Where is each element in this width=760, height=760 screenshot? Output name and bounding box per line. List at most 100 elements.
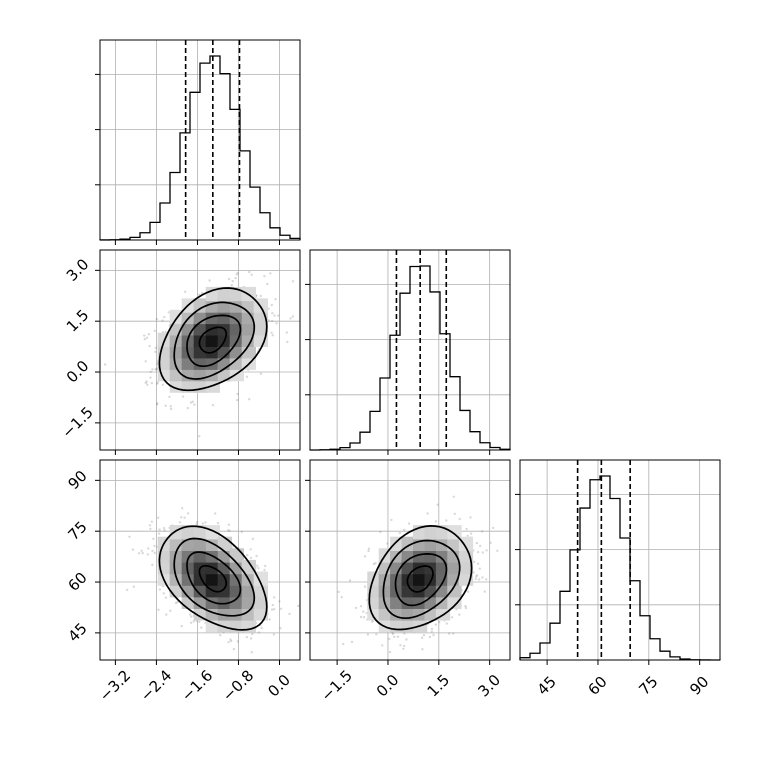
scatter-point xyxy=(162,527,166,530)
density-cell xyxy=(413,583,428,598)
scatter-point xyxy=(289,317,292,320)
scatter-point xyxy=(420,636,424,639)
scatter-point xyxy=(148,344,151,348)
scatter-point xyxy=(103,363,107,366)
scatter-point xyxy=(180,516,183,519)
scatter-point xyxy=(445,622,448,625)
density-cell xyxy=(447,525,462,540)
scatter-point xyxy=(158,588,162,591)
scatter-point xyxy=(256,242,258,244)
scatter-point xyxy=(201,522,204,525)
scatter-point xyxy=(163,529,166,532)
scatter-point xyxy=(458,517,461,521)
contour-2-1-0 xyxy=(406,565,434,593)
scatter-panel-2-1: −1.5 0.0 1.5 3.0 xyxy=(305,459,511,705)
scatter-point xyxy=(148,524,152,527)
scatter-point xyxy=(286,340,289,344)
scatter-point xyxy=(359,605,363,608)
scatter-point xyxy=(137,552,141,555)
scatter-point xyxy=(367,549,370,553)
scatter-point xyxy=(156,381,159,384)
scatter-point xyxy=(481,551,484,554)
ytick-label-2-3: 90 xyxy=(65,467,91,493)
scatter-point xyxy=(372,562,376,566)
density-cell xyxy=(169,559,184,575)
scatter-point xyxy=(270,303,273,307)
scatter-point xyxy=(263,275,266,278)
scatter-point xyxy=(227,523,231,526)
scatter-point xyxy=(475,541,479,545)
scatter-point xyxy=(450,616,454,619)
scatter-point xyxy=(236,398,239,402)
scatter-point xyxy=(147,547,150,550)
scatter-point xyxy=(430,630,434,633)
density-cell xyxy=(253,321,268,336)
scatter-point xyxy=(164,330,167,334)
density-cell xyxy=(367,571,382,586)
scatter-point xyxy=(161,383,164,386)
density-cell xyxy=(413,571,428,586)
scatter-point xyxy=(150,381,154,385)
scatter-point xyxy=(405,638,408,641)
scatter-point xyxy=(230,639,233,643)
scatter-point xyxy=(379,530,382,534)
scatter-point xyxy=(268,618,271,621)
scatter-point xyxy=(168,395,171,399)
density-cell xyxy=(217,559,232,575)
scatter-point xyxy=(236,392,239,396)
scatter-point xyxy=(434,623,438,626)
panel-frame-1-0 xyxy=(99,249,301,451)
hist-step-1 xyxy=(309,265,511,451)
scatter-point xyxy=(371,620,374,623)
scatter-point xyxy=(180,624,183,628)
density-cell xyxy=(217,606,232,621)
scatter-point xyxy=(236,640,239,643)
scatter-point xyxy=(375,633,378,636)
scatter-point xyxy=(204,521,207,524)
contour-2-1-2 xyxy=(382,539,461,620)
scatter-point xyxy=(190,621,193,624)
scatter-point xyxy=(158,528,161,531)
scatter-point xyxy=(264,564,267,568)
ytick-label-2-2: 75 xyxy=(65,518,91,544)
scatter-point xyxy=(155,317,158,321)
scatter-point xyxy=(145,380,148,383)
scatter-point xyxy=(170,452,172,454)
scatter-point xyxy=(246,553,249,557)
contour-2-0-2 xyxy=(173,537,256,617)
scatter-point xyxy=(398,531,401,535)
density-cell xyxy=(157,355,172,370)
scatter-point xyxy=(257,567,260,570)
scatter-point xyxy=(211,404,215,407)
scatter-points-1-0 xyxy=(103,242,295,454)
scatter-point xyxy=(229,638,232,641)
ytick-label-2-0: 45 xyxy=(65,619,91,645)
scatter-point xyxy=(271,312,274,315)
scatter-point xyxy=(473,560,476,564)
scatter-point xyxy=(230,284,233,287)
scatter-point xyxy=(167,311,170,314)
density-cell xyxy=(241,606,256,621)
density-cell xyxy=(390,594,405,609)
scatter-point xyxy=(478,578,481,581)
scatter-point xyxy=(169,609,172,612)
scatter-point xyxy=(279,627,282,630)
scatter-point xyxy=(391,632,395,635)
scatter-point xyxy=(157,532,161,535)
scatter-point xyxy=(403,632,406,635)
scatter-point xyxy=(245,375,249,378)
scatter-point xyxy=(273,596,276,599)
ytick-label-1-0: −1.5 xyxy=(58,403,96,441)
xtick-label-0-4: 0.0 xyxy=(264,671,294,701)
scatter-point xyxy=(388,637,391,641)
density-cell xyxy=(217,286,232,302)
scatter-point xyxy=(436,503,439,506)
density-cell xyxy=(390,559,405,575)
density-cell xyxy=(205,298,220,313)
scatter-point xyxy=(157,516,160,519)
scatter-point xyxy=(342,642,345,646)
scatter-point xyxy=(496,549,499,552)
scatter-point xyxy=(147,333,151,336)
scatter-panel-2-0: 45 60 75 90 −3.2 −2.4 −1.6 −0.8 0.0 xyxy=(65,459,301,705)
